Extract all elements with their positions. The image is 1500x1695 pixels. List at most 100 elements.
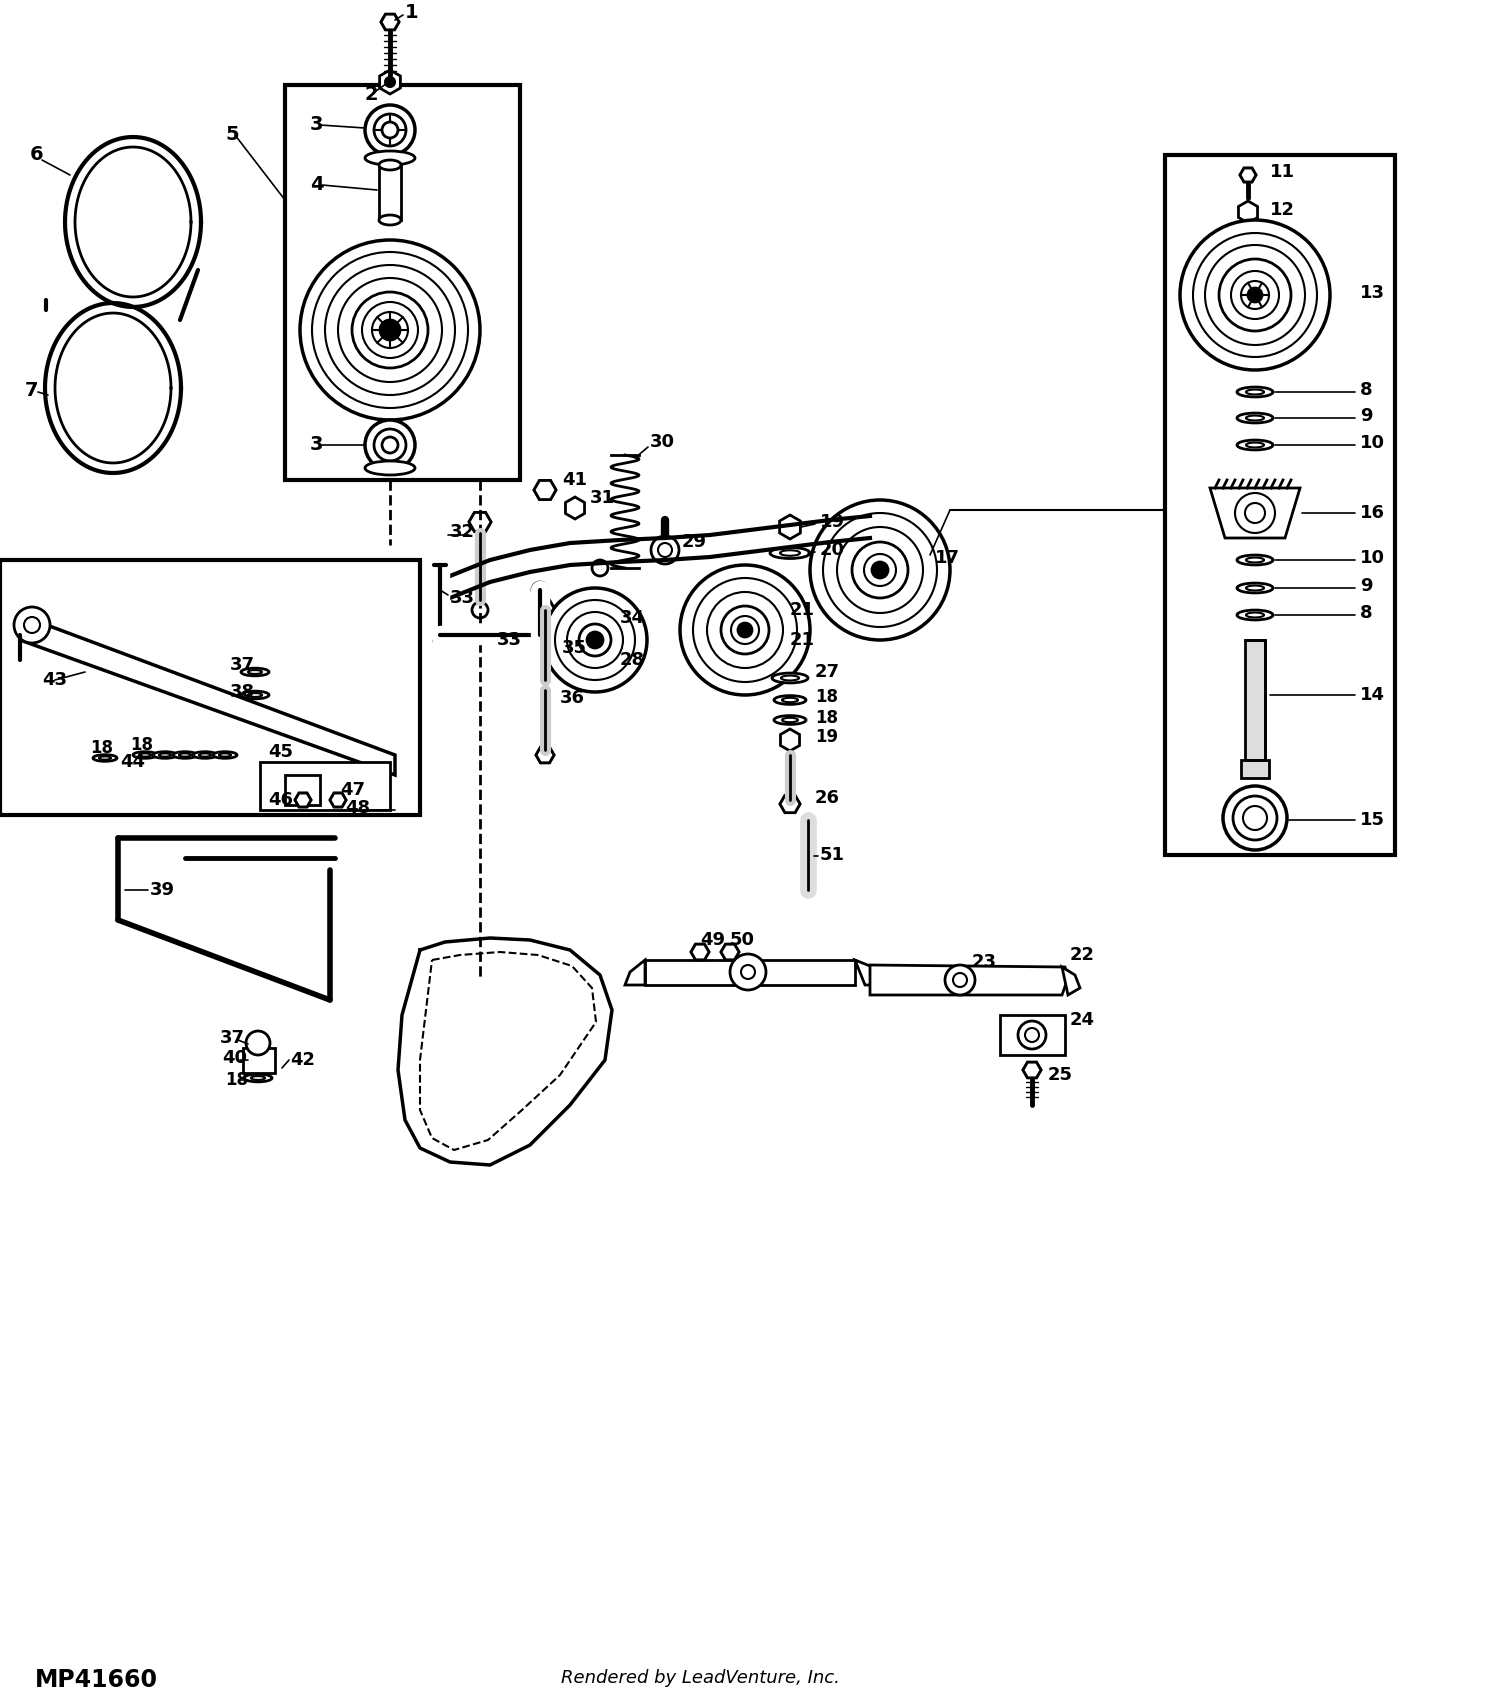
Ellipse shape	[1238, 414, 1274, 424]
Circle shape	[871, 563, 888, 578]
Polygon shape	[536, 747, 554, 763]
Text: 30: 30	[650, 432, 675, 451]
Text: 18: 18	[130, 736, 153, 754]
Polygon shape	[1023, 1063, 1041, 1078]
Text: 28: 28	[620, 651, 645, 670]
Text: 17: 17	[934, 549, 960, 568]
Text: 12: 12	[1270, 202, 1294, 219]
Text: 1: 1	[405, 2, 418, 22]
Ellipse shape	[200, 753, 211, 756]
Text: 42: 42	[290, 1051, 315, 1070]
Ellipse shape	[1238, 583, 1274, 593]
Circle shape	[362, 302, 419, 358]
Bar	[1166, 154, 1395, 854]
Ellipse shape	[1246, 415, 1264, 420]
Polygon shape	[722, 944, 740, 959]
Circle shape	[945, 964, 975, 995]
Polygon shape	[296, 793, 310, 807]
Polygon shape	[381, 14, 399, 31]
Ellipse shape	[159, 753, 171, 756]
Polygon shape	[534, 480, 556, 500]
Polygon shape	[855, 959, 877, 985]
Polygon shape	[380, 69, 400, 93]
Text: 4: 4	[310, 176, 324, 195]
Text: 46: 46	[268, 792, 292, 809]
Ellipse shape	[1246, 612, 1264, 617]
Circle shape	[852, 542, 907, 598]
Circle shape	[651, 536, 680, 564]
Circle shape	[730, 615, 759, 644]
Text: 11: 11	[1270, 163, 1294, 181]
Ellipse shape	[380, 159, 400, 170]
Circle shape	[543, 588, 646, 692]
Circle shape	[1232, 271, 1280, 319]
Polygon shape	[692, 944, 709, 959]
Text: 15: 15	[1360, 810, 1384, 829]
Ellipse shape	[242, 692, 268, 698]
Text: 6: 6	[30, 146, 44, 164]
Polygon shape	[692, 944, 709, 959]
Text: 27: 27	[815, 663, 840, 681]
Text: 26: 26	[815, 788, 840, 807]
Ellipse shape	[364, 151, 416, 164]
Circle shape	[382, 122, 398, 137]
Text: 13: 13	[1360, 285, 1384, 302]
Circle shape	[1245, 503, 1264, 524]
Ellipse shape	[248, 693, 262, 697]
Text: 51: 51	[821, 846, 844, 864]
Circle shape	[246, 1031, 270, 1054]
Text: 21: 21	[790, 631, 814, 649]
Bar	[380, 164, 400, 220]
Text: 43: 43	[42, 671, 68, 688]
Ellipse shape	[1238, 554, 1274, 564]
Ellipse shape	[242, 668, 268, 676]
Ellipse shape	[93, 754, 117, 761]
Circle shape	[1204, 246, 1305, 346]
Text: 16: 16	[1360, 503, 1384, 522]
Ellipse shape	[134, 751, 158, 758]
Text: 3: 3	[310, 436, 324, 454]
Circle shape	[1244, 807, 1268, 831]
Polygon shape	[470, 512, 490, 532]
Circle shape	[364, 105, 416, 154]
Ellipse shape	[780, 551, 800, 556]
Text: 38: 38	[230, 683, 255, 702]
Circle shape	[952, 973, 968, 986]
Circle shape	[837, 527, 922, 614]
Circle shape	[1024, 1027, 1039, 1042]
Circle shape	[374, 114, 406, 146]
Circle shape	[380, 320, 400, 341]
Circle shape	[693, 578, 796, 681]
Text: 5: 5	[225, 125, 238, 144]
Polygon shape	[1000, 1015, 1065, 1054]
Text: 33: 33	[450, 588, 476, 607]
Ellipse shape	[248, 670, 262, 675]
Polygon shape	[296, 793, 310, 807]
Polygon shape	[780, 729, 800, 751]
Text: 10: 10	[1360, 549, 1384, 568]
Text: 41: 41	[562, 471, 586, 488]
Text: 32: 32	[450, 524, 476, 541]
Circle shape	[386, 76, 394, 86]
Text: 18: 18	[90, 739, 112, 758]
Bar	[260, 763, 390, 810]
Ellipse shape	[772, 673, 808, 683]
Text: 49: 49	[700, 931, 724, 949]
Circle shape	[741, 964, 754, 980]
Polygon shape	[566, 497, 585, 519]
Circle shape	[13, 607, 50, 642]
Circle shape	[364, 420, 416, 470]
Polygon shape	[780, 795, 800, 812]
Polygon shape	[330, 793, 346, 807]
Polygon shape	[780, 795, 800, 812]
Bar	[1240, 759, 1269, 778]
Bar	[285, 85, 520, 480]
Ellipse shape	[1246, 585, 1264, 590]
Ellipse shape	[774, 715, 806, 724]
Ellipse shape	[194, 751, 217, 758]
Ellipse shape	[1246, 558, 1264, 563]
Text: 37: 37	[230, 656, 255, 675]
Ellipse shape	[1238, 441, 1274, 449]
Circle shape	[658, 542, 672, 558]
Text: MP41660: MP41660	[34, 1668, 158, 1692]
